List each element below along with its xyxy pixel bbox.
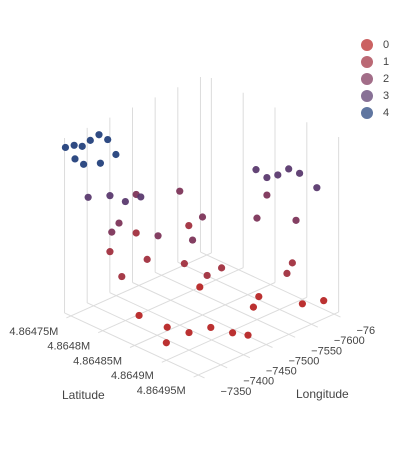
point bbox=[135, 311, 143, 320]
point bbox=[203, 271, 211, 280]
legend-marker bbox=[361, 73, 373, 85]
x-tick-label: −76 bbox=[356, 325, 375, 337]
point bbox=[263, 191, 271, 199]
point bbox=[249, 303, 258, 311]
point bbox=[61, 143, 70, 152]
legend-marker bbox=[361, 107, 373, 119]
point bbox=[132, 229, 140, 237]
x-tick-label: −7350 bbox=[221, 386, 252, 398]
legend-label: 1 bbox=[383, 56, 389, 68]
point bbox=[121, 197, 129, 206]
point bbox=[198, 213, 207, 221]
point bbox=[78, 142, 86, 150]
y-tick-label: 4.8648M bbox=[47, 341, 90, 353]
x-tick-label: −7450 bbox=[266, 366, 297, 378]
point bbox=[313, 184, 321, 192]
point bbox=[188, 236, 197, 244]
point bbox=[137, 193, 145, 201]
point bbox=[112, 150, 120, 159]
point bbox=[263, 173, 271, 182]
point bbox=[180, 260, 188, 268]
point bbox=[80, 160, 88, 168]
point bbox=[143, 255, 151, 263]
point bbox=[217, 264, 226, 272]
point bbox=[185, 328, 193, 337]
legend-label: 4 bbox=[383, 107, 389, 119]
legend-marker bbox=[361, 39, 373, 51]
point bbox=[84, 193, 92, 201]
y-axis-title: Latitude bbox=[62, 388, 105, 402]
y-tick-label: 4.8649M bbox=[111, 370, 154, 382]
y-tick-label: 4.86485M bbox=[73, 355, 122, 367]
y-tick-label: 4.86475M bbox=[9, 326, 58, 338]
x-tick-label: −7500 bbox=[289, 355, 320, 367]
grid-line bbox=[193, 311, 339, 378]
point bbox=[255, 293, 263, 301]
grid-line bbox=[129, 282, 276, 348]
legend-label: 3 bbox=[383, 90, 389, 102]
point bbox=[104, 135, 112, 144]
point bbox=[196, 283, 204, 291]
point bbox=[176, 187, 184, 195]
legend-label: 2 bbox=[383, 73, 389, 85]
point bbox=[285, 165, 293, 173]
point bbox=[162, 339, 170, 347]
legend-label: 0 bbox=[383, 39, 389, 51]
point bbox=[86, 136, 94, 144]
grid-line bbox=[97, 267, 244, 334]
point bbox=[106, 248, 114, 256]
point bbox=[292, 216, 300, 224]
point bbox=[253, 214, 261, 222]
point bbox=[118, 272, 126, 281]
point bbox=[163, 323, 171, 331]
x-tick-label: −7600 bbox=[334, 335, 365, 347]
point bbox=[244, 331, 252, 339]
point bbox=[115, 219, 123, 227]
x-tick-label: −7550 bbox=[311, 345, 342, 357]
point bbox=[228, 329, 237, 337]
grid-line bbox=[66, 252, 212, 319]
point bbox=[96, 159, 104, 167]
legend-marker bbox=[361, 90, 373, 102]
legend-marker bbox=[361, 56, 373, 68]
y-tick-label: 4.86495M bbox=[137, 385, 186, 397]
point bbox=[185, 222, 193, 230]
x-axis-title: Longitude bbox=[296, 387, 349, 401]
point bbox=[95, 131, 103, 139]
point bbox=[295, 169, 304, 177]
point bbox=[274, 171, 282, 179]
point bbox=[108, 228, 116, 236]
point bbox=[283, 269, 291, 278]
x-tick-label: −7400 bbox=[243, 376, 274, 388]
point bbox=[70, 141, 78, 149]
point bbox=[288, 259, 296, 267]
point bbox=[252, 166, 260, 174]
point bbox=[106, 192, 114, 200]
point bbox=[207, 323, 215, 332]
point bbox=[154, 232, 162, 240]
point bbox=[71, 155, 79, 163]
point bbox=[298, 300, 306, 308]
point bbox=[320, 297, 328, 305]
